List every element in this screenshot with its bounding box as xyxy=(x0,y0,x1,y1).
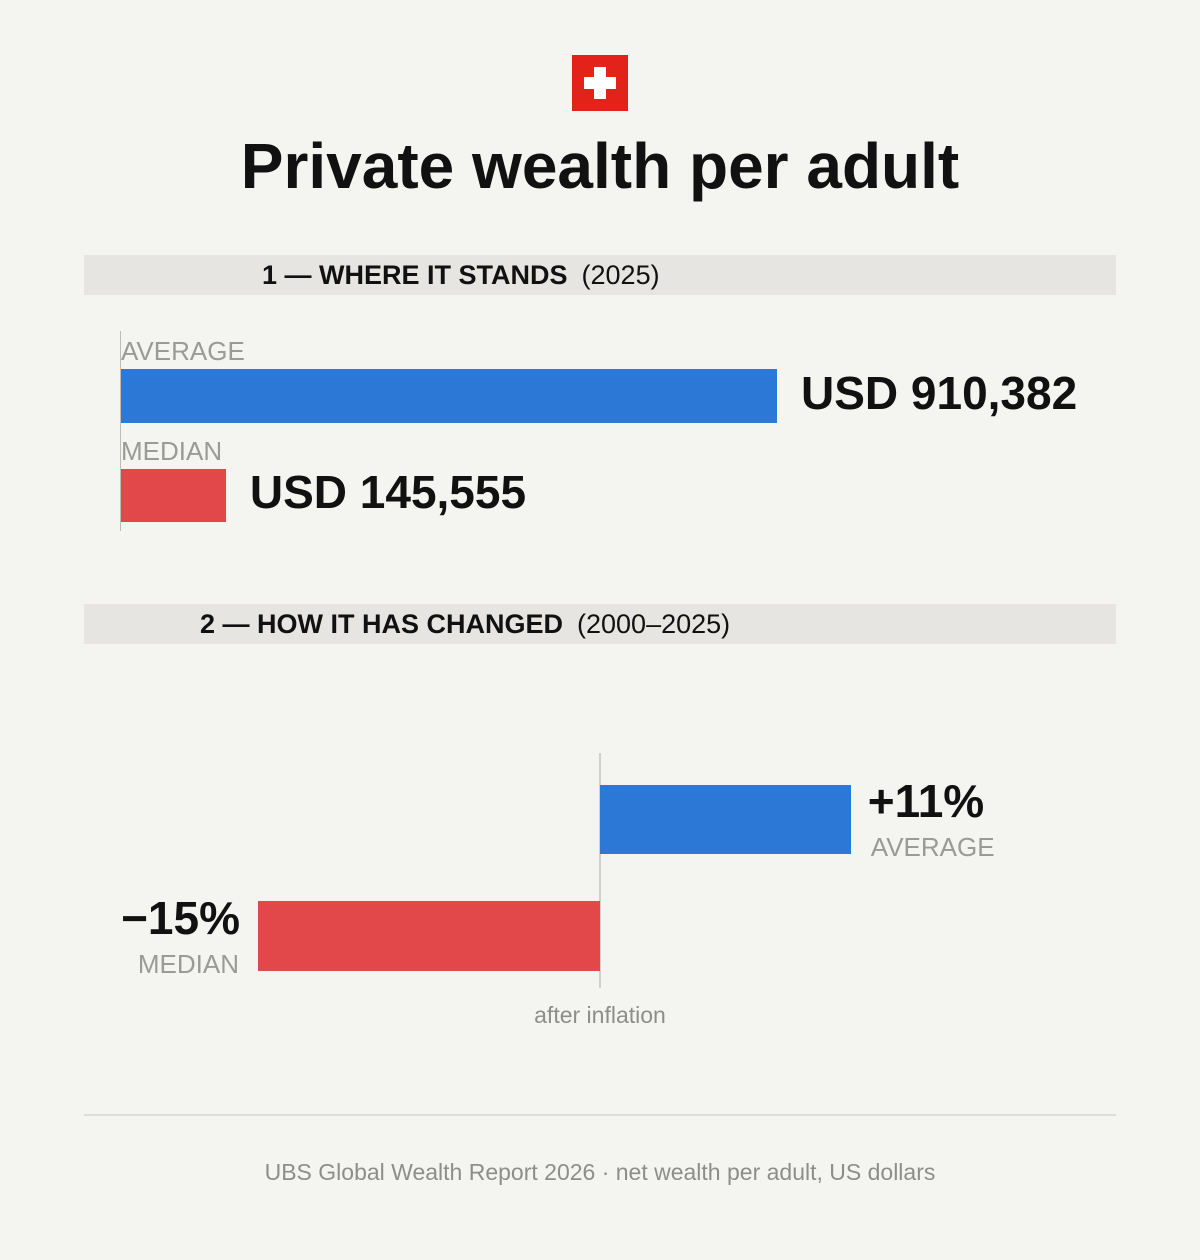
median-category-label: MEDIAN xyxy=(121,436,223,466)
average-wealth-value: USD 910,382 xyxy=(801,367,1078,419)
average-change-value: +11% xyxy=(867,775,985,827)
source-note: UBS Global Wealth Report 2026 · net weal… xyxy=(264,1159,936,1185)
median-wealth-bar xyxy=(121,469,226,522)
section-1-heading: 1 — WHERE IT STANDS xyxy=(262,260,568,290)
average-change-bar xyxy=(600,785,851,854)
average-category-label: AVERAGE xyxy=(121,336,245,366)
median-change-label: MEDIAN xyxy=(137,949,239,979)
section-2-period: (2000–2025) xyxy=(577,609,731,639)
footer-divider xyxy=(84,1114,1116,1116)
section-2-header: 2 — HOW IT HAS CHANGED (2000–2025) xyxy=(84,604,1116,644)
section-2-heading: 2 — HOW IT HAS CHANGED xyxy=(200,609,564,639)
average-change-label: AVERAGE xyxy=(870,832,995,862)
change-zero-axis xyxy=(599,753,601,988)
section-1-header: 1 — WHERE IT STANDS (2025) xyxy=(84,255,1116,295)
inflation-note: after inflation xyxy=(534,1002,666,1028)
average-wealth-bar xyxy=(121,369,777,423)
chart-title: Private wealth per adult xyxy=(240,130,960,202)
median-change-bar xyxy=(258,901,600,971)
section-1-period: (2025) xyxy=(581,260,660,290)
swiss-flag-icon xyxy=(572,55,628,111)
section-1-axis xyxy=(120,331,121,531)
median-wealth-value: USD 145,555 xyxy=(249,466,527,518)
median-change-value: −15% xyxy=(121,892,240,944)
